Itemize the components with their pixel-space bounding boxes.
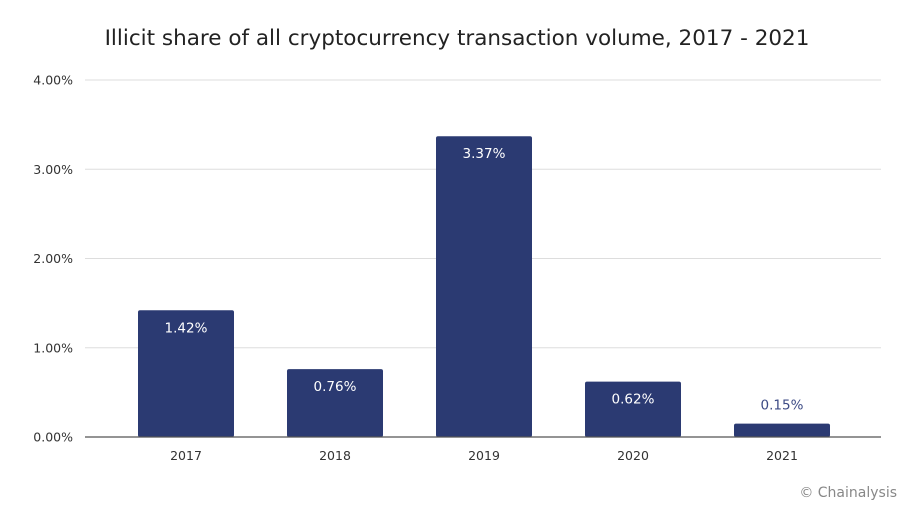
- x-tick-label: 2019: [468, 448, 500, 463]
- bar: [585, 381, 681, 437]
- bar: [287, 369, 383, 437]
- data-label: 0.76%: [314, 379, 357, 395]
- data-label: 3.37%: [463, 146, 506, 162]
- data-label: 1.42%: [165, 320, 208, 336]
- data-label: 0.15%: [761, 398, 804, 414]
- bar: [436, 136, 532, 438]
- y-tick-label: 1.00%: [33, 340, 73, 355]
- data-label: 0.62%: [612, 392, 655, 408]
- x-tick-label: 2017: [170, 448, 202, 463]
- x-tick-label: 2018: [319, 448, 351, 463]
- x-tick-label: 2020: [617, 448, 649, 463]
- bar: [734, 423, 830, 437]
- bar: [138, 310, 234, 437]
- source-credit: © Chainalysis: [799, 485, 897, 501]
- y-tick-label: 4.00%: [33, 73, 73, 88]
- x-tick-label: 2021: [766, 448, 798, 463]
- y-tick-label: 3.00%: [33, 162, 73, 177]
- y-tick-label: 0.00%: [33, 430, 73, 445]
- chart-title: Illicit share of all cryptocurrency tran…: [104, 26, 810, 51]
- y-tick-label: 2.00%: [33, 251, 73, 266]
